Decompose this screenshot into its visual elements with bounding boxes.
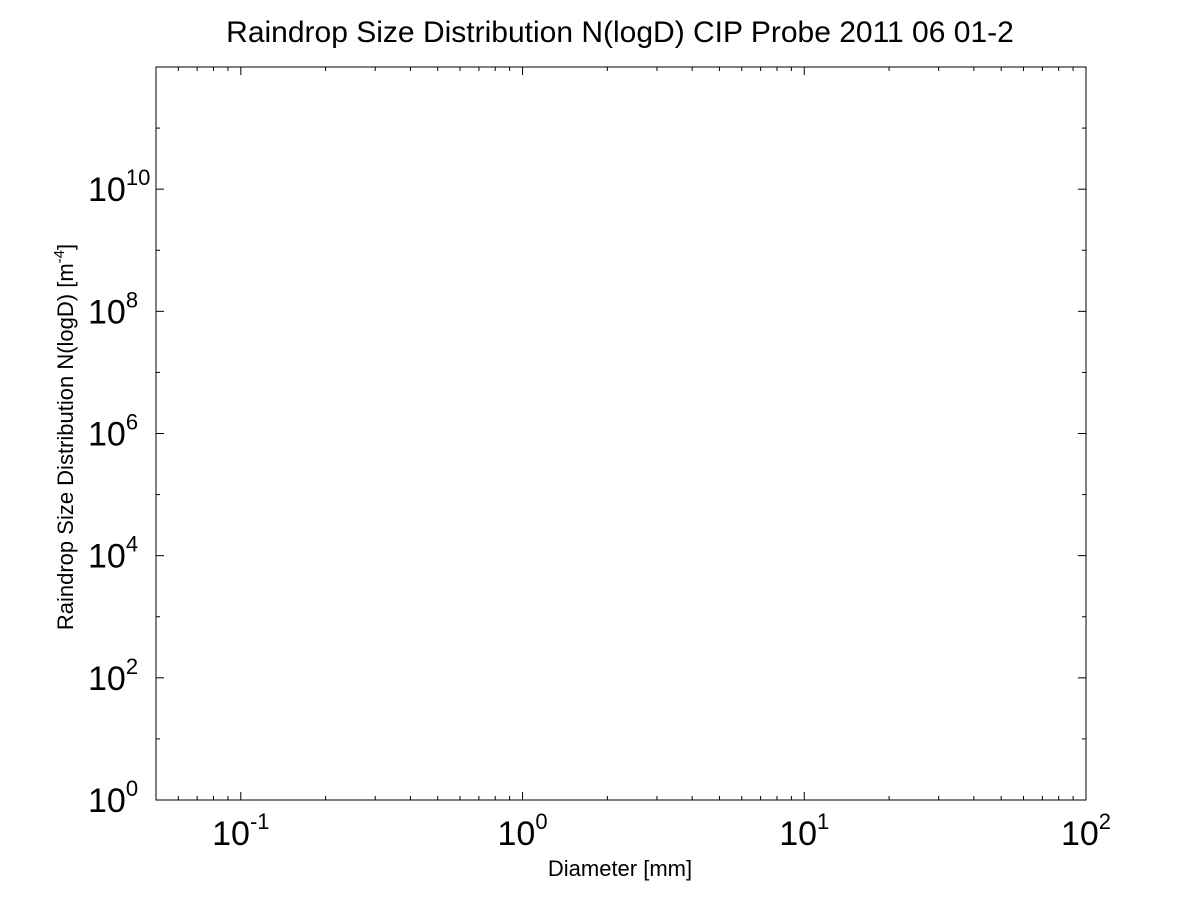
y-tick-label: 100 [88, 776, 138, 820]
y-tick-label: 104 [88, 532, 138, 576]
y-tick-label: 102 [88, 654, 138, 698]
y-tick-label-exponent: 10 [126, 165, 150, 190]
y-tick-label: 108 [88, 287, 138, 331]
y-tick-label-base: 10 [88, 660, 126, 698]
x-tick-label: 100 [498, 809, 548, 853]
y-tick-label-base: 10 [88, 538, 126, 576]
y-tick-label: 106 [88, 410, 138, 454]
x-tick-label-exponent: 0 [535, 809, 547, 834]
x-tick-label-exponent: 2 [1099, 809, 1111, 834]
y-tick-label-base: 10 [88, 416, 126, 454]
y-axis-label-main: Raindrop Size Distribution N(logD) [m [53, 263, 78, 630]
x-tick-label-base: 10 [1061, 815, 1099, 853]
x-tick-label-exponent: 1 [817, 809, 829, 834]
y-tick-label-exponent: 2 [126, 654, 138, 679]
y-tick-label: 1010 [88, 165, 150, 209]
x-tick-label-base: 10 [212, 815, 250, 853]
y-tick-label-exponent: 6 [126, 410, 138, 435]
x-tick-label: 102 [1061, 809, 1111, 853]
x-tick-label-base: 10 [779, 815, 817, 853]
x-tick-labels: 10-1 100 101 102 [212, 809, 1111, 853]
axis-ticks [155, 66, 1086, 801]
y-axis-label: Raindrop Size Distribution N(logD) [m-4] [51, 244, 78, 630]
y-axis-label-exponent: -4 [51, 250, 68, 263]
x-tick-label: 101 [779, 809, 829, 853]
y-tick-label-base: 10 [88, 782, 126, 820]
y-tick-label-exponent: 4 [126, 532, 138, 557]
x-tick-label: 10-1 [212, 809, 269, 853]
x-tick-label-exponent: -1 [250, 809, 270, 834]
y-axis-label-end: ] [53, 244, 78, 250]
x-tick-label-base: 10 [498, 815, 536, 853]
y-tick-label-base: 10 [88, 293, 126, 331]
x-axis-label: Diameter [mm] [548, 856, 692, 881]
y-tick-label-base: 10 [88, 171, 126, 209]
y-tick-label-exponent: 0 [126, 776, 138, 801]
chart-title: Raindrop Size Distribution N(logD) CIP P… [226, 16, 1014, 49]
y-tick-label-exponent: 8 [126, 287, 138, 312]
plot-area [155, 66, 1087, 801]
